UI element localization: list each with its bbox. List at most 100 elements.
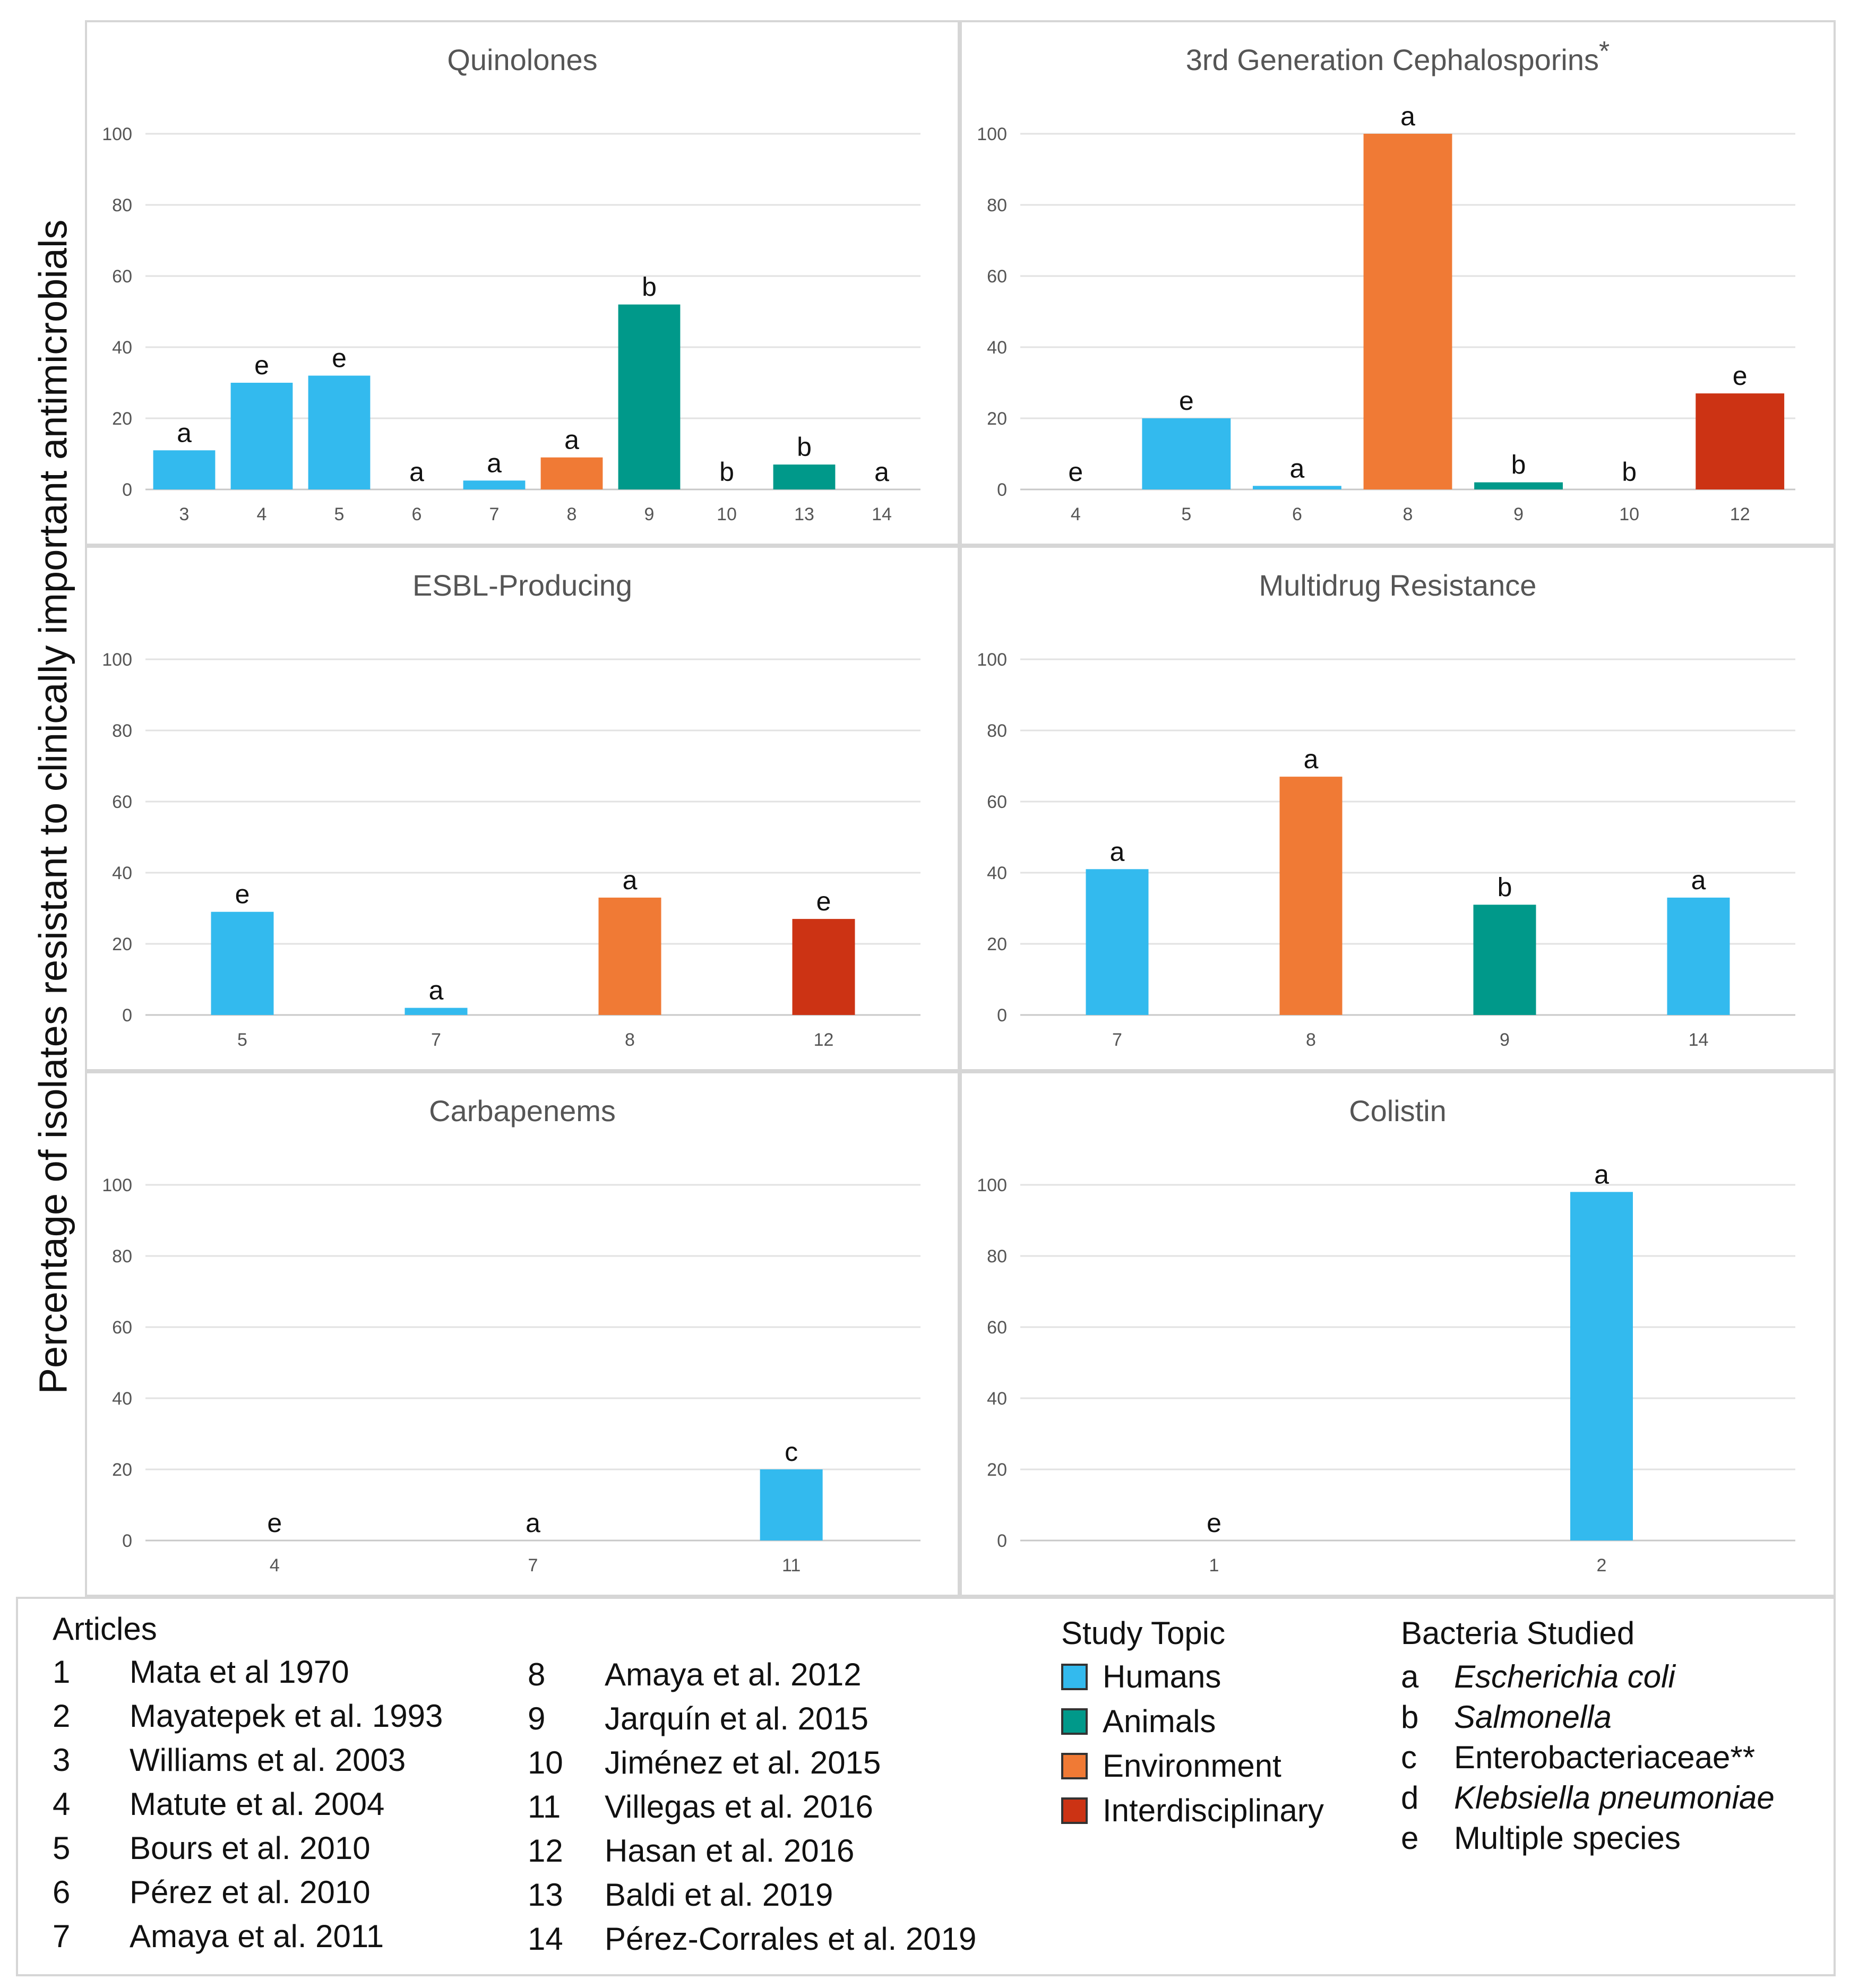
bacteria-letter: e (1401, 1820, 1419, 1856)
chart-esbl-producing: ESBL-Producing 0 20 40 60 80 100 e 5 a 7 a 8 e 12 (102, 569, 920, 1050)
topic-swatch (1061, 1708, 1088, 1735)
x-tick-label: 7 (431, 1030, 441, 1050)
chart-colistin: Colistin 0 20 40 60 80 100 e 1 a 2 (977, 1094, 1795, 1576)
article-number: 1 (53, 1654, 71, 1690)
bar-label: a (1691, 865, 1706, 895)
bar-label: b (642, 272, 657, 302)
bacteria-name: Klebsiella pneumoniae (1454, 1780, 1775, 1815)
bar-12 (792, 919, 855, 1015)
bar-5 (1142, 418, 1231, 489)
article-number: 9 (528, 1701, 546, 1736)
article-name: Baldi et al. 2019 (605, 1877, 833, 1913)
x-tick-label: 9 (644, 504, 655, 524)
y-tick-label: 40 (987, 1389, 1007, 1409)
x-tick-label: 9 (1500, 1030, 1510, 1050)
article-number: 4 (53, 1786, 71, 1822)
bar-12 (1696, 393, 1785, 489)
x-tick-label: 7 (1112, 1030, 1122, 1050)
x-tick-label: 9 (1513, 504, 1524, 524)
bar-label: e (1068, 457, 1083, 487)
y-tick-label: 20 (987, 934, 1007, 954)
article-name: Hasan et al. 2016 (605, 1833, 855, 1869)
x-tick-label: 8 (625, 1030, 635, 1050)
articles-title: Articles (53, 1611, 157, 1647)
article-name: Jiménez et al. 2015 (605, 1745, 881, 1780)
article-name: Pérez-Corrales et al. 2019 (605, 1921, 977, 1957)
chart-panel-quinolones: Quinolones 0 20 40 60 80 100 a 3 e 4 e 5 a 6 a 7 a 8 b 9 b 10 b… (85, 20, 960, 546)
y-tick-label: 60 (987, 1318, 1007, 1338)
article-name: Pérez et al. 2010 (130, 1874, 371, 1910)
chart-title-suffix: * (1599, 36, 1610, 67)
bar-3 (153, 450, 216, 489)
study-topic-title: Study Topic (1061, 1615, 1226, 1651)
x-tick-label: 14 (872, 504, 892, 524)
bar-5 (308, 375, 371, 489)
y-tick-label: 40 (112, 338, 132, 358)
bar-label: e (332, 343, 347, 373)
article-number: 2 (53, 1698, 71, 1734)
y-tick-label: 20 (112, 934, 132, 954)
bar-8 (1279, 777, 1343, 1015)
x-tick-label: 8 (1306, 1030, 1316, 1050)
bar-label: a (526, 1508, 540, 1538)
y-tick-label: 80 (112, 1246, 132, 1267)
bar-label: e (1179, 386, 1194, 416)
article-name: Williams et al. 2003 (130, 1742, 406, 1778)
y-tick-label: 80 (112, 721, 132, 741)
bar-9 (1474, 482, 1563, 489)
y-tick-label: 80 (987, 721, 1007, 741)
article-number: 13 (528, 1877, 563, 1913)
y-tick-label: 100 (977, 1175, 1007, 1195)
article-number: 7 (53, 1918, 71, 1954)
bacteria-name: Salmonella (1454, 1699, 1612, 1735)
x-tick-label: 1 (1209, 1555, 1219, 1576)
article-number: 12 (528, 1833, 563, 1869)
x-tick-label: 12 (1730, 504, 1750, 524)
x-tick-label: 11 (782, 1555, 801, 1576)
chart-multidrug-resistance: Multidrug Resistance 0 20 40 60 80 100 a 7 a 8 b 9 a 1… (977, 569, 1795, 1050)
article-number: 6 (53, 1874, 71, 1910)
x-tick-label: 6 (1292, 504, 1302, 524)
bar-9 (1473, 905, 1536, 1015)
bar-7 (1086, 869, 1149, 1015)
bacteria-name: Enterobacteriaceae** (1454, 1740, 1756, 1775)
x-tick-label: 10 (1619, 504, 1639, 524)
x-tick-label: 5 (237, 1030, 247, 1050)
bacteria-studied-title: Bacteria Studied (1401, 1615, 1635, 1651)
y-tick-label: 100 (102, 124, 132, 144)
bar-6 (1253, 486, 1341, 489)
bar-label: a (177, 418, 192, 447)
bar-5 (211, 911, 274, 1015)
topic-label: Interdisciplinary (1103, 1793, 1324, 1828)
x-tick-label: 13 (794, 504, 814, 524)
bar-label: a (1290, 453, 1305, 483)
y-tick-label: 20 (987, 1460, 1007, 1480)
x-tick-label: 8 (1403, 504, 1413, 524)
bar-9 (618, 304, 681, 489)
x-tick-label: 4 (257, 504, 267, 524)
chart-panel-colistin: Colistin 0 20 40 60 80 100 e 1 a 2 (960, 1071, 1836, 1597)
x-tick-label: 7 (528, 1555, 538, 1576)
y-tick-label: 20 (112, 409, 132, 429)
y-tick-label: 60 (112, 1318, 132, 1338)
chart-title: Multidrug Resistance (1259, 569, 1537, 602)
bar-7 (405, 1008, 468, 1015)
x-tick-label: 4 (270, 1555, 280, 1576)
y-tick-label: 60 (987, 266, 1007, 287)
x-tick-label: 4 (1071, 504, 1081, 524)
y-tick-label: 0 (122, 1005, 132, 1026)
y-tick-label: 40 (112, 863, 132, 883)
chart-panel-carbapenems: Carbapenems 0 20 40 60 80 100 e 4 a 7 c 11 (85, 1071, 960, 1597)
bar-14 (1667, 897, 1730, 1015)
y-tick-label: 100 (102, 650, 132, 670)
bar-label: b (1498, 872, 1512, 902)
bar-label: a (564, 425, 579, 455)
bar-label: b (797, 432, 812, 462)
chart-title: 3rd Generation Cephalosporins* (1186, 36, 1610, 76)
y-tick-label: 0 (997, 1531, 1007, 1551)
article-name: Mata et al 1970 (130, 1654, 349, 1690)
chart-title: ESBL-Producing (412, 569, 632, 602)
article-name: Mayatepek et al. 1993 (130, 1698, 443, 1734)
bar-label: e (267, 1508, 282, 1538)
y-tick-label: 100 (977, 650, 1007, 670)
